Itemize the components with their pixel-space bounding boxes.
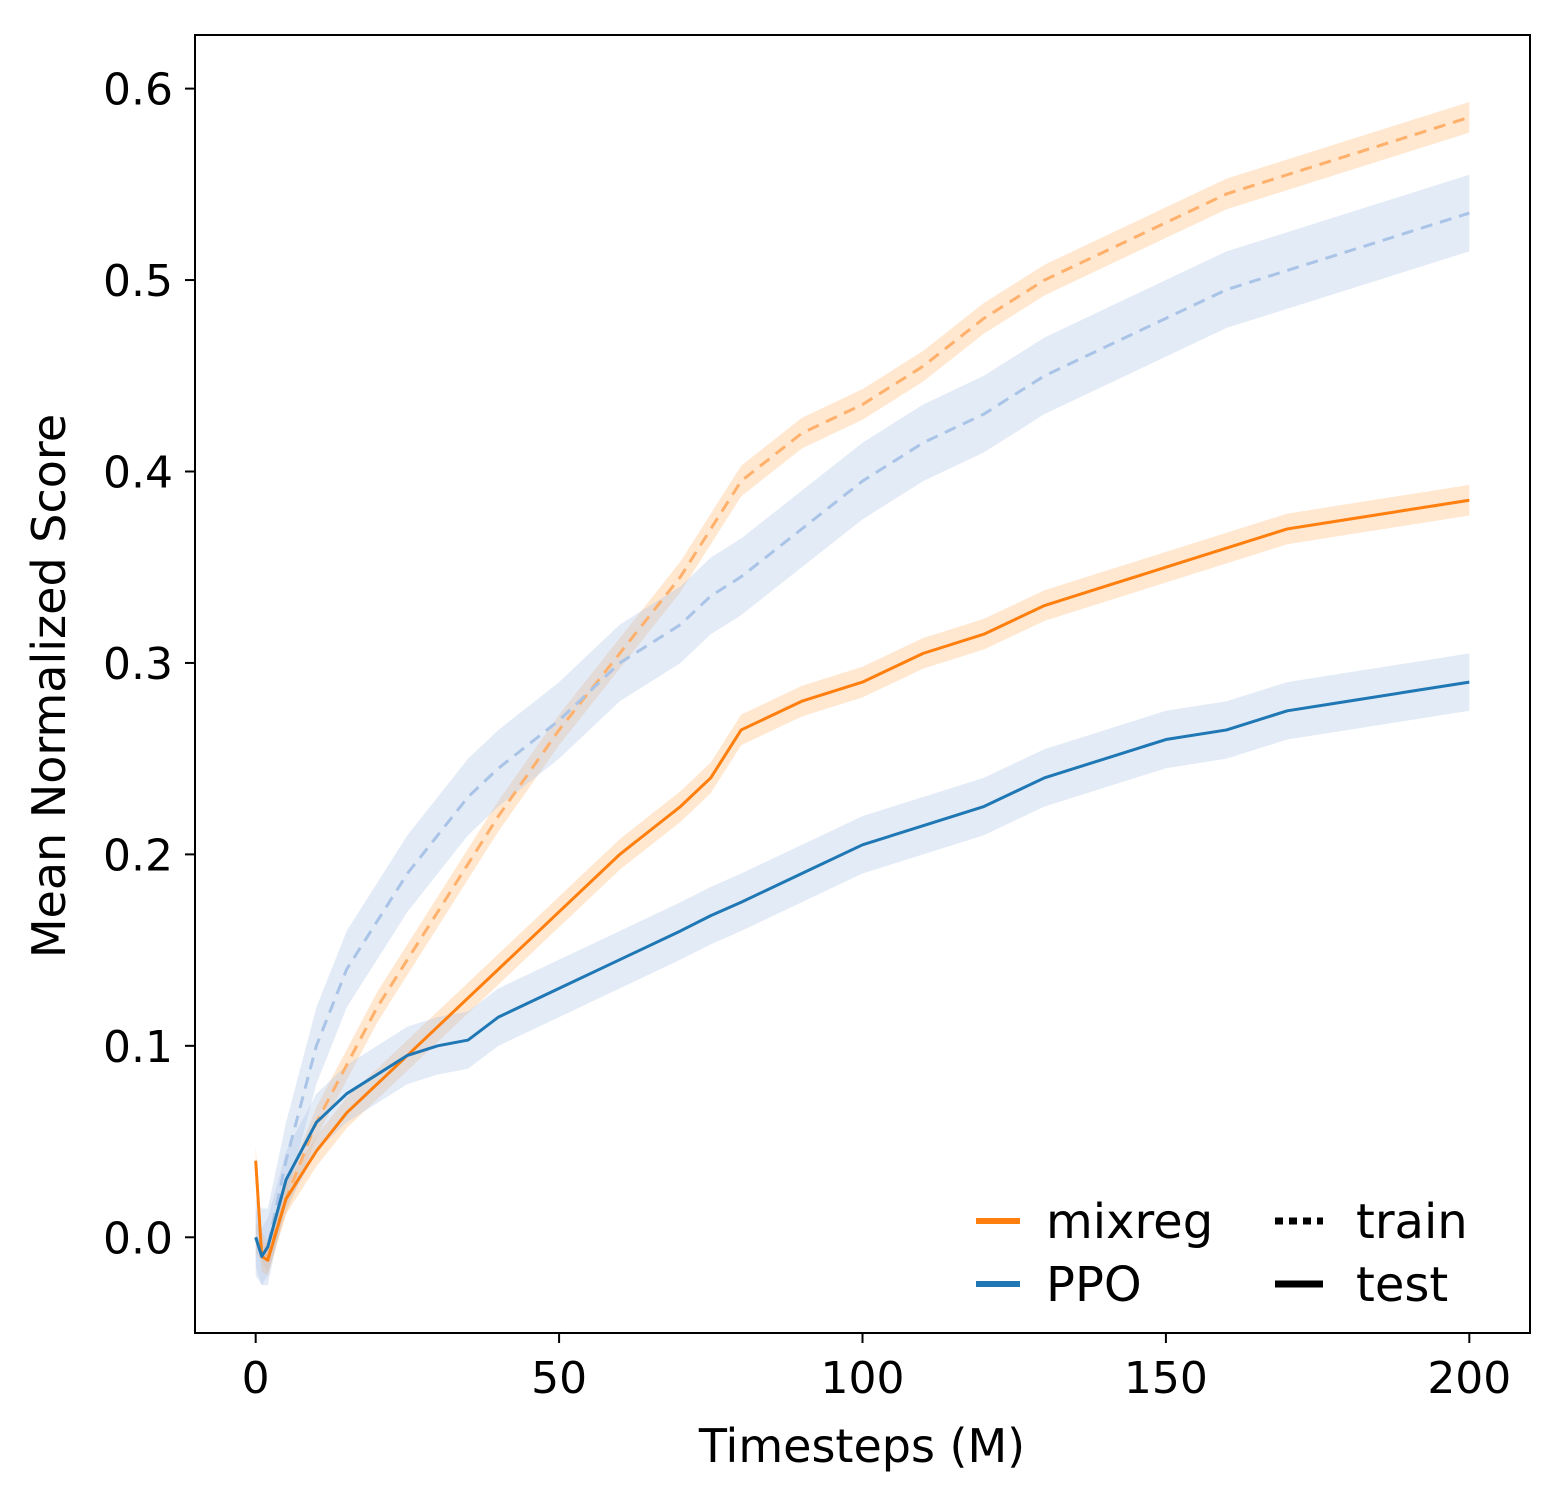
- line-ppo-test: [254, 680, 1470, 1258]
- band-mixreg-test: [255, 484, 1470, 1276]
- band-ppo-train: [255, 174, 1470, 1286]
- line-ppo-train: [254, 211, 1470, 1249]
- y-axis-ticks: 0.0 0.1 0.2 0.3 0.4 0.5 0.6: [103, 65, 195, 1264]
- y-tick-label: 0.3: [103, 639, 173, 690]
- line-mixreg-train: [254, 115, 1470, 1258]
- y-tick-label: 0.2: [103, 830, 173, 881]
- x-axis-label: Timesteps (M): [698, 1419, 1025, 1473]
- x-tick-label: 200: [1427, 1353, 1511, 1404]
- y-tick-label: 0.0: [103, 1213, 173, 1264]
- confidence-bands: [255, 102, 1470, 1286]
- legend-label-ppo: PPO: [1046, 1257, 1142, 1313]
- band-ppo-test: [255, 653, 1470, 1286]
- x-tick-label: 0: [242, 1353, 270, 1404]
- x-tick-label: 100: [821, 1353, 905, 1404]
- legend-label-test: test: [1356, 1257, 1448, 1313]
- x-tick-label: 50: [531, 1353, 587, 1404]
- y-tick-label: 0.1: [103, 1022, 173, 1073]
- x-axis-ticks: 0 50 100 150 200: [242, 1333, 1511, 1404]
- y-tick-label: 0.4: [103, 447, 173, 498]
- series-lines: [254, 115, 1470, 1262]
- legend: mixreg PPO train test: [976, 1194, 1468, 1313]
- legend-label-mixreg: mixreg: [1046, 1194, 1213, 1250]
- y-axis-label: Mean Normalized Score: [22, 414, 76, 958]
- x-tick-label: 150: [1124, 1353, 1208, 1404]
- y-tick-label: 0.5: [103, 256, 173, 307]
- legend-label-train: train: [1356, 1194, 1468, 1250]
- y-tick-label: 0.6: [103, 65, 173, 116]
- line-mixreg-test: [254, 498, 1470, 1262]
